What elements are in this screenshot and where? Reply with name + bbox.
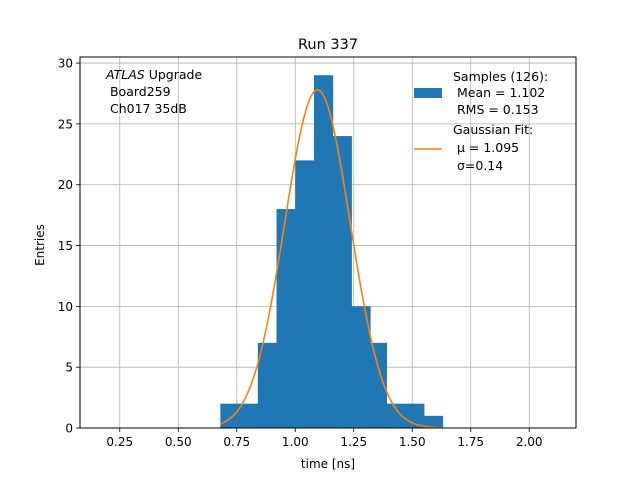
legend-samples-line-1: Samples (126): [453, 69, 548, 84]
histogram-bar [370, 342, 387, 428]
y-tick-label: 25 [58, 117, 73, 131]
chart-title: Run 337 [298, 37, 358, 53]
legend-samples-line-3: RMS = 0.153 [453, 102, 539, 117]
x-tick-label: 1.75 [457, 435, 484, 449]
legend-fit-line-1: Gaussian Fit: [453, 122, 533, 137]
y-tick-label: 15 [58, 239, 73, 253]
annotation-line-1: ATLAS Upgrade [105, 67, 202, 82]
histogram-bar [351, 306, 371, 428]
legend-fit-line-3: σ=0.14 [453, 158, 503, 173]
y-tick-label: 5 [65, 361, 73, 375]
x-tick-label: 0.25 [106, 435, 133, 449]
legend-fit-line-2: μ = 1.095 [453, 140, 519, 155]
gaussian-fit-curve [220, 89, 443, 429]
annotation-line-2: Board259 [106, 84, 171, 99]
histogram-bar [423, 415, 444, 428]
histogram-bar [313, 75, 334, 428]
histogram-bar [332, 136, 352, 429]
x-axis-ticks: 0.25 0.50 0.75 1.00 1.25 1.50 1.75 2.00 [106, 428, 543, 449]
histogram-bar [295, 160, 315, 429]
x-tick-label: 1.00 [282, 435, 309, 449]
y-tick-label: 0 [65, 422, 73, 436]
annotation-line-3: Ch017 35dB [106, 101, 187, 116]
upgrade-label: Upgrade [145, 67, 203, 82]
legend-samples-line-2: Mean = 1.102 [453, 85, 545, 100]
x-tick-label: 1.25 [340, 435, 367, 449]
x-tick-label: 1.50 [399, 435, 426, 449]
atlas-label: ATLAS [105, 67, 145, 82]
legend: Samples (126): Mean = 1.102 RMS = 0.153 … [414, 69, 548, 173]
x-tick-label: 2.00 [516, 435, 543, 449]
y-tick-label: 20 [58, 178, 73, 192]
y-tick-label: 30 [58, 57, 73, 71]
x-axis-label: time [ns] [301, 457, 355, 471]
x-tick-label: 0.50 [165, 435, 192, 449]
y-axis-ticks: 0 5 10 15 20 25 30 [58, 57, 80, 436]
histogram-bar [257, 342, 278, 428]
annotation-text: ATLAS Upgrade Board259 Ch017 35dB [105, 67, 202, 116]
histogram-bars [220, 75, 444, 429]
y-tick-label: 10 [58, 300, 73, 314]
legend-samples-swatch [414, 88, 442, 98]
plot-frame [79, 56, 577, 429]
histogram-bar [386, 403, 425, 428]
x-tick-label: 0.75 [223, 435, 250, 449]
y-axis-label: Entries [33, 224, 47, 266]
histogram-bar [276, 209, 296, 428]
